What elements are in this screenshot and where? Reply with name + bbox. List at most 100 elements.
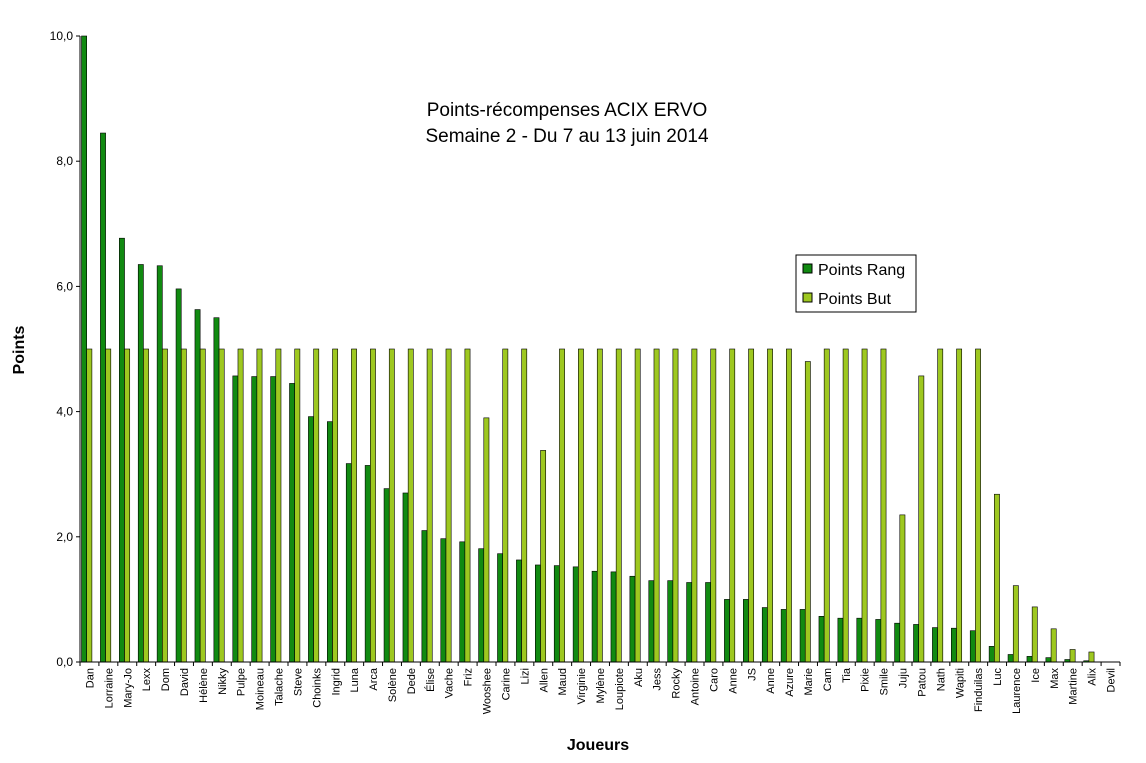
bar-points-rang: [459, 541, 466, 663]
bar-points-but: [294, 348, 301, 663]
bar-points-but: [1012, 585, 1019, 663]
bar-points-but: [748, 348, 755, 663]
y-axis-title: Points: [11, 325, 28, 374]
x-tick-label: JS: [746, 668, 758, 681]
bar-points-rang: [535, 564, 541, 663]
bar-points-rang: [516, 559, 522, 663]
x-tick-label: Steve: [292, 668, 304, 696]
chart-title-line1: Points-récompenses ACIX ERVO: [427, 100, 708, 121]
bar-points-rang: [270, 376, 277, 663]
x-tick-label: Dede: [406, 668, 418, 694]
bar-points-but: [653, 348, 660, 663]
x-tick-label: Élise: [424, 668, 437, 692]
legend-swatch-points-but: [802, 292, 813, 303]
bar-points-but: [237, 348, 244, 663]
bar-points-but: [426, 348, 433, 663]
x-tick-label: Antoine: [690, 668, 702, 705]
x-tick-label: Patou: [916, 668, 928, 697]
bar-points-rang: [969, 630, 976, 663]
bar-points-rang: [478, 548, 485, 663]
x-tick-label: Tia: [841, 667, 853, 683]
bar-points-but: [596, 348, 603, 663]
x-tick-label: Pulpe: [236, 668, 248, 696]
x-tick-label: Dom: [160, 668, 172, 691]
bar-points-but: [180, 348, 187, 663]
bar-points-rang: [1045, 657, 1052, 663]
x-tick-label: Hélène: [198, 668, 210, 703]
bar-points-rang: [875, 619, 882, 663]
bar-points-rang: [137, 264, 144, 663]
bar-points-rang: [289, 383, 295, 663]
x-axis-title: Joueurs: [567, 737, 629, 754]
bar-points-but: [275, 348, 282, 663]
y-tick-label: 0,0: [56, 655, 73, 669]
y-tick-label: 6,0: [56, 279, 73, 293]
bar-points-but: [691, 348, 698, 663]
bar-points-but: [105, 348, 112, 663]
bar-points-but: [1069, 649, 1076, 663]
x-tick-label: Talache: [274, 668, 286, 706]
bar-points-rang: [724, 599, 730, 663]
y-tick-label: 8,0: [56, 154, 73, 168]
bar-points-rang: [497, 553, 503, 663]
bar-points-but: [445, 348, 452, 663]
bar-points-rang: [951, 627, 957, 663]
bar-points-but: [578, 348, 584, 663]
bar-points-but: [729, 348, 736, 663]
bar-points-but: [956, 348, 963, 663]
x-tick-label: Arca: [368, 667, 380, 691]
bar-points-rang: [988, 646, 995, 663]
bar-points-rang: [799, 609, 806, 663]
x-axis: Dan Lorraine Mary-Jo Lexx Dom David Hélène Nikk…: [79, 661, 1121, 714]
x-tick-label: Caro: [708, 668, 720, 692]
x-tick-label: Virginie: [576, 668, 588, 705]
x-tick-label: Ice: [1030, 668, 1042, 683]
x-tick-label: Anne: [727, 668, 739, 694]
bar-points-but: [994, 493, 1000, 663]
bar-points-but: [162, 348, 168, 663]
bar-points-but: [842, 348, 849, 663]
bar-points-but: [615, 348, 622, 663]
bar-points-rang: [780, 609, 787, 663]
x-tick-label: Friz: [463, 668, 475, 686]
bar-points-but: [540, 450, 547, 663]
x-tick-label: Allen: [538, 668, 550, 692]
bar-points-rang: [81, 35, 87, 663]
bar-points-rang: [553, 565, 560, 663]
x-tick-label: Lorraine: [103, 668, 115, 708]
legend-label-points-but: Points But: [818, 291, 891, 308]
bar-points-rang: [402, 492, 409, 663]
bar-points-but: [672, 348, 679, 663]
x-tick-label: Martine: [1068, 668, 1080, 705]
x-tick-label: Nikky: [217, 668, 229, 695]
bar-points-rang: [648, 580, 655, 663]
bar-points-but: [464, 348, 471, 663]
bar-points-but: [332, 348, 339, 663]
x-tick-label: Marie: [803, 668, 815, 696]
x-tick-label: Luc: [992, 668, 1004, 686]
bar-points-rang: [856, 617, 863, 663]
x-tick-label: Dan: [84, 668, 96, 688]
x-tick-label: Moineau: [255, 668, 267, 710]
x-tick-label: Wapiti: [954, 668, 966, 698]
bar-points-rang: [1026, 656, 1033, 663]
bar-points-rang: [213, 317, 220, 663]
bar-points-but: [861, 348, 868, 663]
bar-points-but: [559, 348, 565, 663]
bar-points-rang: [894, 622, 901, 663]
bar-points-rang: [610, 571, 617, 663]
bar-points-rang: [743, 599, 749, 663]
bar-points-but: [407, 348, 414, 663]
x-tick-label: Carine: [500, 668, 512, 700]
bar-points-rang: [156, 265, 163, 663]
bar-points-rang: [818, 616, 825, 663]
x-tick-label: Devil: [1106, 668, 1118, 692]
bar-points-but: [370, 348, 376, 663]
x-tick-label: Pixie: [860, 668, 872, 692]
bar-points-rang: [251, 376, 258, 663]
x-tick-label: Loupiote: [614, 668, 626, 710]
x-tick-label: Finduilas: [973, 668, 985, 713]
bar-points-rang: [913, 624, 919, 663]
bar-points-but: [804, 361, 811, 663]
